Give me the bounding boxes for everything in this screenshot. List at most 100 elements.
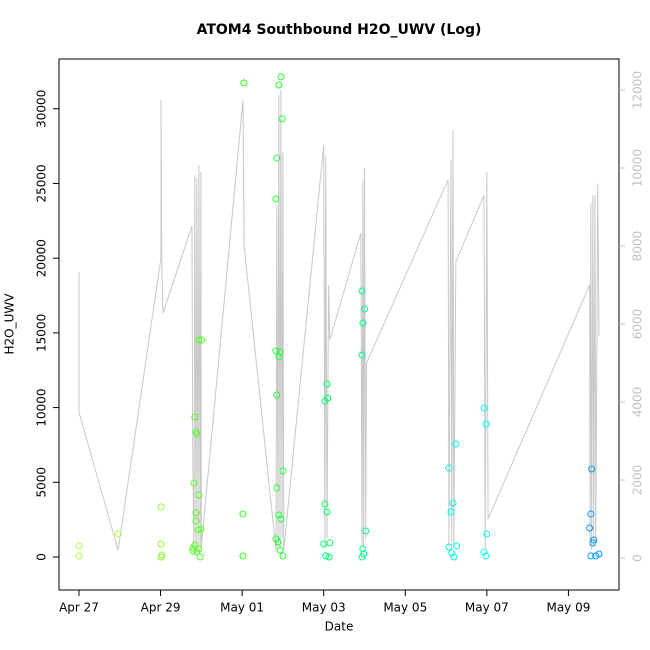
point xyxy=(447,508,455,516)
point xyxy=(276,546,284,554)
point xyxy=(239,510,247,518)
point xyxy=(276,348,284,356)
x-tick-label: May 05 xyxy=(383,601,427,615)
y-tick-label: 30000 xyxy=(35,90,49,128)
y-tick-label: 20000 xyxy=(35,239,49,277)
point xyxy=(157,540,165,548)
point xyxy=(197,525,205,533)
y2-tick-label: 0 xyxy=(631,554,645,562)
point xyxy=(322,552,330,560)
y2-tick-label: 6000 xyxy=(631,309,645,340)
y-axis-label: H2O_UWV xyxy=(3,293,17,355)
point xyxy=(483,530,491,538)
point xyxy=(445,464,453,472)
point xyxy=(195,336,203,344)
point xyxy=(323,508,331,516)
point xyxy=(278,115,286,123)
point xyxy=(192,509,200,517)
point xyxy=(275,353,283,361)
x-tick-label: Apr 27 xyxy=(59,601,99,615)
x-tick-label: May 09 xyxy=(546,601,590,615)
y-tick-label: 0 xyxy=(35,553,49,561)
point xyxy=(191,413,199,421)
point xyxy=(157,553,165,561)
point xyxy=(240,79,248,87)
point xyxy=(358,351,366,359)
point xyxy=(193,430,201,438)
point xyxy=(190,479,198,487)
point xyxy=(450,553,458,561)
point xyxy=(587,510,595,518)
chart-title: ATOM4 Southbound H2O_UWV (Log) xyxy=(197,22,482,38)
point xyxy=(275,511,283,519)
point xyxy=(480,548,488,556)
x-axis-label: Date xyxy=(325,620,354,634)
point xyxy=(480,404,488,412)
point xyxy=(449,499,457,507)
y2-tick-label: 10000 xyxy=(631,149,645,187)
point xyxy=(362,527,370,535)
point xyxy=(194,526,202,534)
point xyxy=(321,500,329,508)
y-tick-label: 10000 xyxy=(35,388,49,426)
point xyxy=(277,515,285,523)
point xyxy=(196,553,204,561)
point xyxy=(273,154,281,162)
point xyxy=(452,440,460,448)
point xyxy=(75,552,83,560)
point xyxy=(157,503,165,511)
point xyxy=(482,552,490,560)
point xyxy=(272,347,280,355)
point xyxy=(191,541,199,549)
y-tick-label: 25000 xyxy=(35,164,49,202)
x-tick-label: May 07 xyxy=(465,601,509,615)
point xyxy=(275,81,283,89)
point xyxy=(448,549,456,557)
point xyxy=(325,553,333,561)
point xyxy=(588,465,596,473)
point xyxy=(445,543,453,551)
point xyxy=(360,305,368,313)
y2-tick-label: 4000 xyxy=(631,387,645,418)
point xyxy=(279,467,287,475)
x-tick-label: May 01 xyxy=(220,601,264,615)
point xyxy=(239,552,247,560)
point xyxy=(326,539,334,547)
point xyxy=(587,552,595,560)
point xyxy=(198,336,206,344)
y2-tick-label: 12000 xyxy=(631,71,645,109)
point xyxy=(482,420,490,428)
point xyxy=(590,536,598,544)
y2-tick-label: 2000 xyxy=(631,465,645,496)
point xyxy=(277,73,285,81)
point xyxy=(195,545,203,553)
point xyxy=(324,394,332,402)
point xyxy=(359,319,367,327)
point xyxy=(114,530,122,538)
y-tick-label: 15000 xyxy=(35,314,49,352)
point xyxy=(359,545,367,553)
point xyxy=(274,538,282,546)
point xyxy=(75,542,83,550)
point xyxy=(586,524,594,532)
x-tick-label: Apr 29 xyxy=(141,601,181,615)
y-tick-label: 5000 xyxy=(35,467,49,498)
y2-tick-label: 8000 xyxy=(631,231,645,262)
point xyxy=(279,552,287,560)
point xyxy=(453,542,461,550)
line xyxy=(78,90,600,555)
point xyxy=(358,553,366,561)
point xyxy=(195,491,203,499)
x-tick-label: May 03 xyxy=(302,601,346,615)
point xyxy=(189,547,197,555)
point xyxy=(273,484,281,492)
point xyxy=(358,287,366,295)
point xyxy=(595,550,603,558)
point xyxy=(273,391,281,399)
point xyxy=(272,195,280,203)
point xyxy=(323,380,331,388)
point xyxy=(589,539,597,547)
point xyxy=(192,517,200,525)
